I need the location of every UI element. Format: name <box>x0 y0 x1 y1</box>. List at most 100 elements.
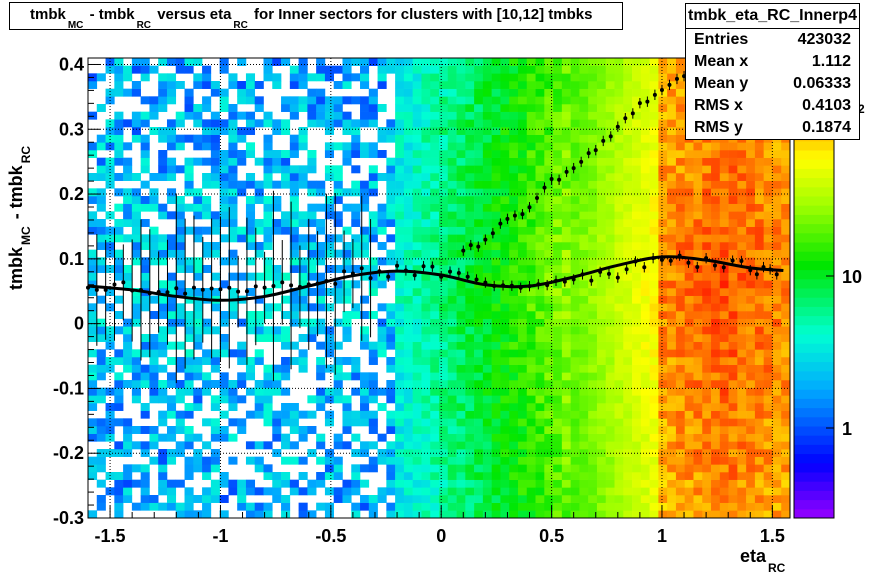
heatmap-cell <box>623 157 633 166</box>
heatmap-cell <box>491 357 501 365</box>
heatmap-cell <box>439 410 449 419</box>
heatmap-cell <box>263 111 273 120</box>
heatmap-cell <box>500 134 510 143</box>
heatmap-cell <box>96 142 106 151</box>
heatmap-cell <box>509 157 519 166</box>
heatmap-cell <box>342 395 352 404</box>
heatmap-cell <box>623 73 633 82</box>
heatmap-cell <box>324 364 335 373</box>
heatmap-cell <box>482 242 492 250</box>
heatmap-cell <box>535 127 545 135</box>
heatmap-cell <box>377 456 387 465</box>
heatmap-cell <box>403 372 413 381</box>
heatmap-cell <box>123 357 133 365</box>
heatmap-cell <box>360 502 370 511</box>
heatmap-cell <box>403 58 413 66</box>
heatmap-cell <box>263 472 273 480</box>
heatmap-cell <box>632 88 642 97</box>
heatmap-cell <box>263 380 273 388</box>
heatmap-cell <box>88 433 98 442</box>
heatmap-cell <box>456 456 466 465</box>
heatmap-cell <box>245 357 256 365</box>
heatmap-cell <box>360 188 370 197</box>
heatmap-cell <box>763 387 773 396</box>
heatmap-cell <box>623 357 633 365</box>
heatmap-cell <box>614 495 624 503</box>
heatmap-cell <box>781 464 791 473</box>
heatmap-cell <box>131 58 141 66</box>
heatmap-cell <box>737 495 747 503</box>
heatmap-cell <box>421 395 431 404</box>
heatmap-cell <box>570 349 580 358</box>
heatmap-cell <box>360 464 370 473</box>
heatmap-cell <box>754 341 764 350</box>
heatmap-cell <box>237 502 247 511</box>
heatmap-cell <box>632 395 642 404</box>
heatmap-cell <box>316 272 326 281</box>
heatmap-cell <box>737 334 747 342</box>
heatmap-cell <box>193 58 203 66</box>
heatmap-cell <box>605 410 615 419</box>
heatmap-cell <box>166 487 177 496</box>
heatmap-cell <box>281 180 291 189</box>
heatmap-cell <box>526 81 536 89</box>
heatmap-cell <box>324 288 335 296</box>
heatmap-cell <box>553 288 563 296</box>
heatmap-cell <box>482 495 492 503</box>
heatmap-cell <box>412 257 422 266</box>
heatmap-cell <box>596 395 607 404</box>
heatmap-cell <box>500 318 510 327</box>
heatmap-cell <box>307 234 317 243</box>
heatmap-cell <box>439 257 449 266</box>
heatmap-cell <box>684 380 694 388</box>
heatmap-cell <box>544 326 554 335</box>
heatmap-cell <box>526 96 536 105</box>
heatmap-cell <box>693 418 703 427</box>
heatmap-cell <box>166 188 177 197</box>
heatmap-cell <box>632 265 642 273</box>
heatmap-cell <box>640 203 650 212</box>
heatmap-cell <box>219 280 229 289</box>
heatmap-cell <box>640 188 650 197</box>
heatmap-cell <box>421 341 431 350</box>
heatmap-cell <box>158 58 168 66</box>
heatmap-cell <box>166 81 177 89</box>
heatmap-cell <box>535 418 545 427</box>
heatmap-cell <box>553 96 563 105</box>
heatmap-cell <box>202 487 212 496</box>
heatmap-cell <box>254 311 264 319</box>
heatmap-cell <box>526 441 536 450</box>
heatmap-cell <box>158 472 168 480</box>
heatmap-cell <box>465 433 475 442</box>
heatmap-cell <box>263 157 273 166</box>
heatmap-cell <box>579 395 589 404</box>
heatmap-cell <box>517 88 528 97</box>
heatmap-cell <box>386 196 396 204</box>
heatmap-cell <box>640 65 650 74</box>
heatmap-cell <box>605 441 615 450</box>
heatmap-cell <box>491 119 501 128</box>
heatmap-cell <box>684 502 694 511</box>
heatmap-cell <box>728 456 738 465</box>
heatmap-cell <box>605 157 615 166</box>
heatmap-cell <box>517 479 528 488</box>
heatmap-cell <box>324 456 335 465</box>
heatmap-cell <box>632 295 642 304</box>
heatmap-cell <box>465 119 475 128</box>
heatmap-cell <box>588 410 598 419</box>
heatmap-cell <box>166 196 177 204</box>
heatmap-cell <box>210 433 220 442</box>
profile-point <box>542 185 547 190</box>
heatmap-cell <box>456 487 466 496</box>
heatmap-cell <box>675 127 686 135</box>
heatmap-cell <box>588 180 598 189</box>
heatmap-cell <box>728 242 738 250</box>
heatmap-cell <box>430 380 440 388</box>
heatmap-cell <box>482 334 492 342</box>
heatmap-cell <box>324 303 335 312</box>
heatmap-cell <box>430 180 440 189</box>
heatmap-cell <box>430 173 440 181</box>
heatmap-cell <box>509 464 519 473</box>
heatmap-cell <box>166 341 177 350</box>
heatmap-cell <box>482 188 492 197</box>
